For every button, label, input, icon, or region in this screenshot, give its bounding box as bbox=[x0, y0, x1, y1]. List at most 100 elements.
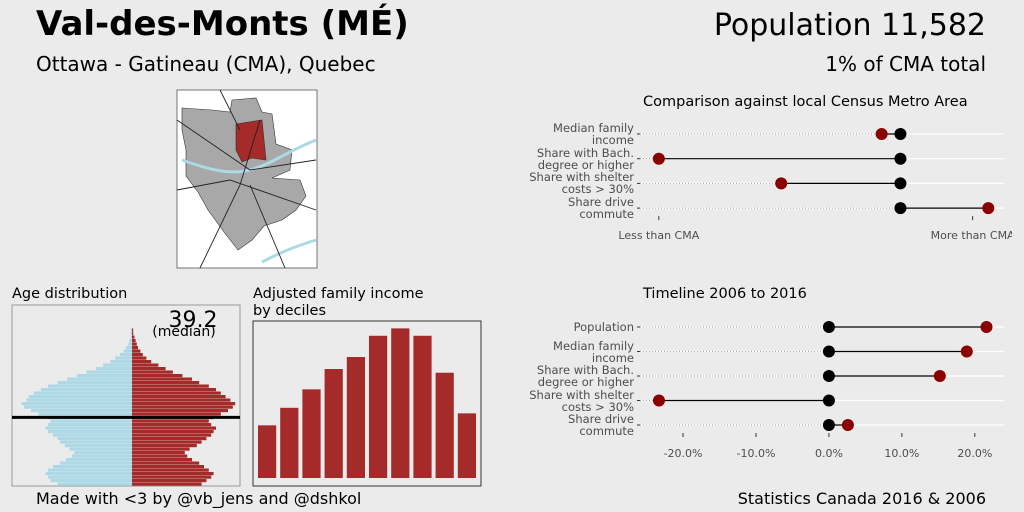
cma-share: 1% of CMA total bbox=[825, 52, 986, 76]
age-bar bbox=[132, 412, 221, 416]
age-bar bbox=[72, 454, 132, 458]
age-bar bbox=[132, 461, 200, 465]
age-bar bbox=[48, 468, 132, 472]
age-bar bbox=[132, 409, 228, 413]
age-bar bbox=[132, 454, 188, 458]
age-bar bbox=[132, 353, 143, 357]
age-bar bbox=[38, 412, 132, 416]
bar bbox=[258, 425, 277, 478]
source: Statistics Canada 2016 & 2006 bbox=[737, 489, 986, 508]
age-bar bbox=[132, 430, 214, 434]
age-bar bbox=[132, 381, 200, 385]
age-bar bbox=[31, 409, 133, 413]
age-bar bbox=[21, 402, 133, 406]
age-bar bbox=[132, 468, 209, 472]
x-tick-label: -10.0% bbox=[737, 447, 776, 460]
age-bar bbox=[57, 482, 132, 486]
age-bar bbox=[50, 479, 132, 483]
age-bar bbox=[48, 430, 132, 434]
bar bbox=[346, 357, 365, 478]
age-bar bbox=[57, 437, 132, 441]
bar bbox=[457, 413, 476, 478]
dot bbox=[894, 202, 907, 215]
dot bbox=[875, 128, 888, 140]
category-label: Population bbox=[573, 320, 634, 334]
dot bbox=[775, 177, 788, 190]
dot bbox=[894, 177, 907, 190]
age-bar bbox=[66, 458, 132, 462]
age-bar bbox=[26, 398, 132, 402]
dot bbox=[960, 345, 973, 358]
x-tick-label: -20.0% bbox=[664, 447, 703, 460]
age-bar bbox=[132, 405, 233, 409]
age-bar bbox=[130, 332, 132, 336]
age-bar bbox=[132, 339, 136, 343]
bar bbox=[391, 328, 410, 478]
category-label: Median family income bbox=[553, 121, 634, 147]
age-bar bbox=[45, 472, 132, 476]
dot bbox=[822, 394, 835, 407]
median-value: 39.2 bbox=[169, 308, 218, 333]
age-bar bbox=[132, 384, 209, 388]
age-bar bbox=[129, 339, 132, 343]
dot bbox=[822, 370, 835, 382]
age-bar bbox=[132, 395, 226, 399]
age-bar bbox=[45, 426, 132, 430]
bar bbox=[324, 369, 343, 478]
category-label: Share with Bach. degree or higher bbox=[536, 145, 634, 172]
age-bar bbox=[48, 423, 132, 427]
age-bar bbox=[132, 465, 204, 469]
age-bar bbox=[132, 370, 173, 374]
age-bar bbox=[132, 426, 216, 430]
age-bar bbox=[52, 433, 132, 437]
age-bar bbox=[60, 461, 132, 465]
age-bar bbox=[132, 398, 231, 402]
age-bar bbox=[57, 381, 132, 385]
age-bar bbox=[115, 356, 132, 360]
age-bar bbox=[132, 363, 159, 367]
x-tick-label: Less than CMA bbox=[618, 229, 699, 242]
credit: Made with <3 by @vb_jens and @dshkol bbox=[36, 489, 362, 508]
age-bar bbox=[132, 335, 135, 339]
dot bbox=[933, 370, 946, 382]
age-bar bbox=[132, 391, 221, 395]
category-label: Share drive commute bbox=[568, 195, 634, 222]
age-bar bbox=[132, 342, 137, 346]
age-bar bbox=[130, 335, 132, 339]
dot bbox=[652, 152, 665, 165]
age-bar bbox=[130, 328, 132, 332]
age-bar bbox=[132, 346, 138, 350]
age-bar bbox=[74, 451, 132, 455]
category-label: Share drive commute bbox=[568, 412, 634, 438]
median-label: (median) bbox=[152, 324, 215, 340]
age-bar bbox=[24, 405, 132, 409]
chart-title: Timeline 2006 to 2016 bbox=[643, 286, 807, 302]
x-tick-label: More than CMA bbox=[931, 229, 1015, 242]
title: Val-des-Monts (MÉ) bbox=[36, 4, 409, 44]
age-bar bbox=[128, 342, 132, 346]
dot bbox=[894, 152, 907, 165]
age-bar bbox=[132, 402, 236, 406]
age-bar bbox=[48, 384, 132, 388]
age-bar bbox=[96, 367, 132, 371]
age-bar bbox=[60, 440, 132, 444]
age-bar bbox=[103, 363, 132, 367]
dot bbox=[894, 128, 907, 140]
dot bbox=[982, 202, 995, 215]
chart-title: Age distribution bbox=[12, 286, 128, 302]
bar bbox=[435, 372, 454, 478]
dot bbox=[822, 321, 835, 333]
dot bbox=[652, 394, 665, 407]
age-bar bbox=[67, 377, 132, 381]
age-bar bbox=[69, 447, 132, 451]
age-bar bbox=[132, 440, 202, 444]
age-bar bbox=[126, 346, 132, 350]
age-bar bbox=[48, 475, 132, 479]
age-bar bbox=[123, 349, 132, 353]
category-label: Share with shelter costs > 30% bbox=[529, 387, 634, 414]
x-tick-label: 10.0% bbox=[884, 447, 919, 460]
age-bar bbox=[120, 353, 132, 357]
age-bar bbox=[132, 444, 197, 448]
age-bar bbox=[52, 465, 132, 469]
